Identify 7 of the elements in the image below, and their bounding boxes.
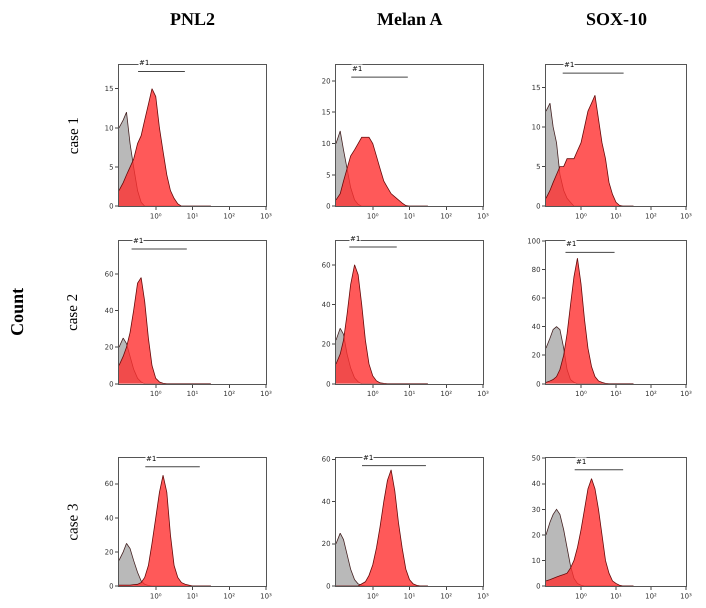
- chart-title: Melan A: [377, 9, 442, 29]
- y-axis-title: case 3: [65, 504, 82, 541]
- text: Count: [7, 288, 28, 336]
- chart-title: PNL2: [170, 9, 215, 29]
- y-axis-title: case 2: [65, 294, 82, 331]
- chart-title: SOX-10: [586, 9, 648, 29]
- y-axis-title: case 1: [66, 117, 82, 154]
